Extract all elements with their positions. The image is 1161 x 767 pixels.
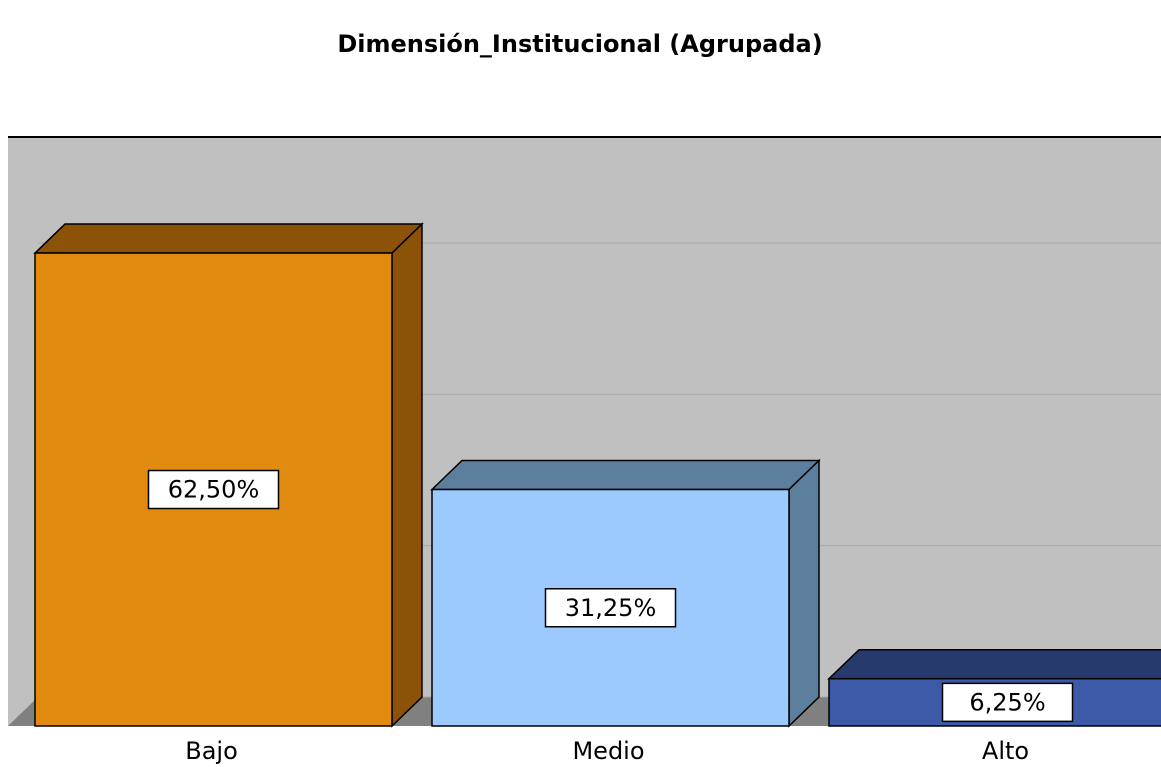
- x-tick-label: Alto: [982, 737, 1029, 765]
- bar-side: [788, 458, 820, 728]
- data-label-box: [147, 469, 280, 510]
- chart-title: Dimensión_Institucional (Agrupada): [337, 30, 822, 58]
- data-label: 62,50%: [168, 476, 260, 504]
- data-label: 31,25%: [565, 594, 657, 622]
- bar-top: [827, 648, 1161, 680]
- data-label: 6,25%: [969, 688, 1045, 716]
- x-tick-label: Bajo: [185, 737, 238, 765]
- data-label-box: [544, 588, 677, 628]
- bar-top: [430, 459, 821, 491]
- bar-side: [391, 222, 423, 728]
- x-tick-label: Medio: [572, 737, 644, 765]
- bar-top: [33, 223, 424, 254]
- data-label-box: [941, 682, 1074, 723]
